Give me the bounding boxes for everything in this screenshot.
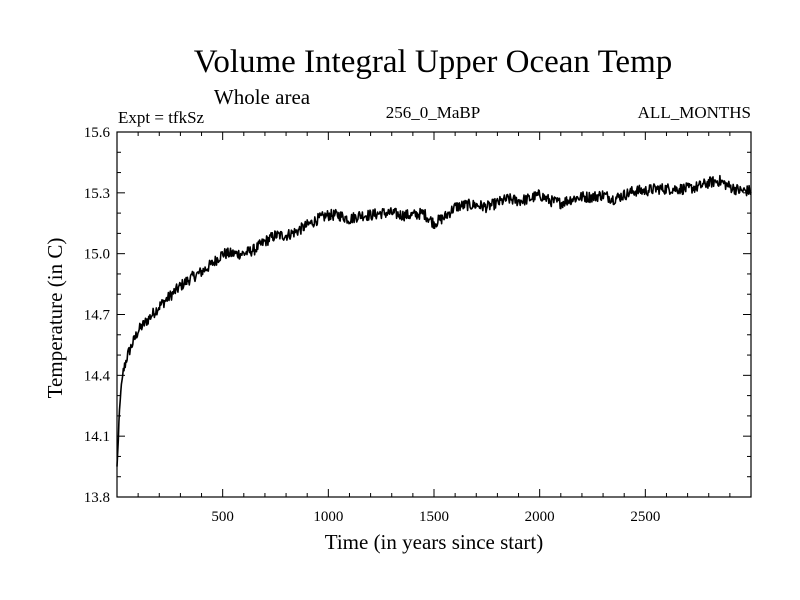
y-tick-label: 15.0 <box>84 247 110 263</box>
chart-subtitle: Whole area <box>214 85 311 109</box>
y-tick-label: 15.6 <box>84 125 111 141</box>
x-tick-label: 2500 <box>630 509 660 525</box>
x-axis-label: Time (in years since start) <box>325 530 544 554</box>
y-axis-label: Temperature (in C) <box>43 238 67 399</box>
x-tick-label: 2000 <box>525 509 555 525</box>
tick-labels: 500 1000 1500 2000 2500 13.8 14.1 14.4 14.7 15.0 1… <box>84 125 661 525</box>
x-tick-label: 1500 <box>419 509 449 525</box>
ticks <box>117 131 751 498</box>
months-label: ALL_MONTHS <box>638 103 751 122</box>
run-label: 256_0_MaBP <box>386 103 480 122</box>
y-tick-label: 13.8 <box>84 490 110 506</box>
y-tick-label: 15.3 <box>84 186 110 202</box>
expt-label: Expt = tfkSz <box>118 108 205 127</box>
y-tick-label: 14.1 <box>84 429 110 445</box>
chart-title: Volume Integral Upper Ocean Temp <box>194 44 672 80</box>
x-tick-label: 500 <box>211 509 234 525</box>
y-tick-label: 14.7 <box>84 308 111 324</box>
series-layer <box>116 174 752 467</box>
series-line <box>116 174 752 467</box>
y-tick-label: 14.4 <box>84 368 111 384</box>
x-tick-label: 1000 <box>313 509 343 525</box>
